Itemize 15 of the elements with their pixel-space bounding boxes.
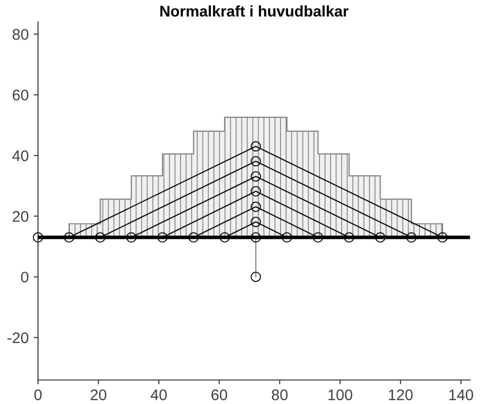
y-tick-label: 80 — [12, 29, 28, 40]
chart-title: Normalkraft i huvudbalkar — [160, 5, 348, 17]
y-tick-label: 40 — [12, 150, 28, 162]
x-tick-label: 80 — [272, 389, 288, 400]
x-tick-label: 60 — [212, 389, 228, 400]
y-tick-label: 0 — [21, 272, 28, 283]
x-tick-label: 20 — [90, 389, 106, 400]
y-tick-label: 60 — [12, 90, 28, 100]
x-tick-label: 120 — [388, 389, 413, 400]
x-tick-label: 100 — [328, 389, 352, 400]
y-tick-label: 20 — [12, 211, 28, 222]
x-tick-label: 140 — [449, 389, 474, 400]
x-tick-label: 0 — [34, 389, 42, 400]
y-tick-label: -20 — [8, 332, 28, 344]
x-tick-label: 40 — [150, 389, 167, 400]
